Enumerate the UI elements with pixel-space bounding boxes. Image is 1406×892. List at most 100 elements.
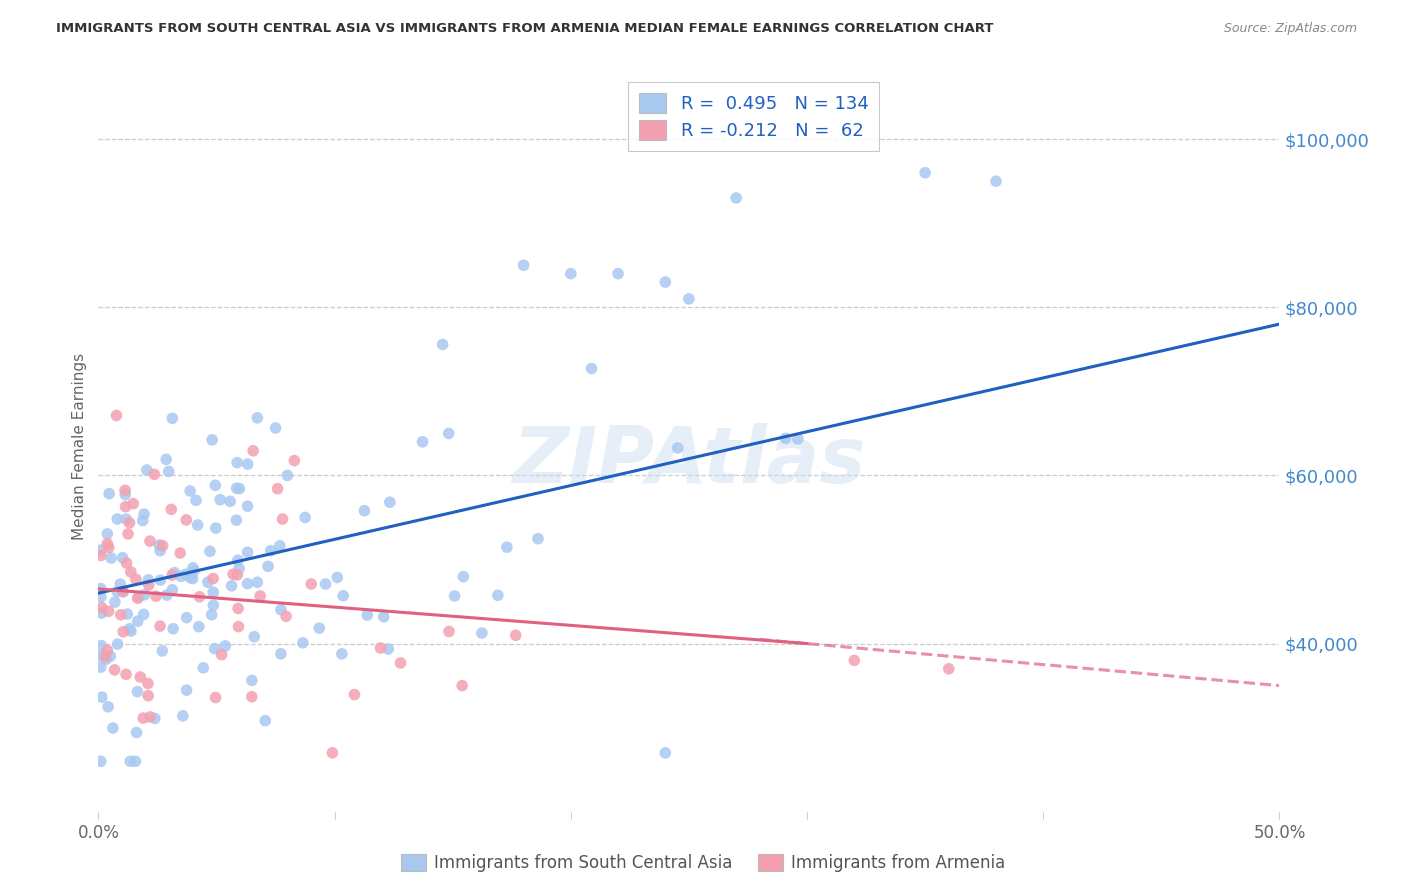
Point bbox=[117, 527, 139, 541]
Point bbox=[202, 572, 225, 586]
Point bbox=[90, 549, 112, 563]
Point bbox=[242, 443, 264, 458]
Point bbox=[496, 540, 519, 554]
Point bbox=[105, 409, 128, 423]
Point bbox=[270, 603, 292, 617]
Point bbox=[276, 468, 298, 483]
Point bbox=[226, 553, 249, 567]
Point bbox=[214, 639, 236, 653]
Point bbox=[136, 676, 159, 690]
Point bbox=[236, 499, 259, 513]
Point bbox=[118, 516, 141, 530]
Point bbox=[118, 622, 141, 636]
Point bbox=[127, 591, 149, 606]
Point bbox=[353, 504, 375, 518]
Point bbox=[98, 486, 121, 500]
Point bbox=[90, 754, 112, 768]
Point bbox=[97, 541, 120, 555]
Point bbox=[343, 688, 366, 702]
Point bbox=[96, 536, 118, 550]
Point bbox=[257, 559, 280, 574]
Point bbox=[505, 628, 527, 642]
Point bbox=[283, 453, 305, 467]
Point bbox=[129, 670, 152, 684]
Point bbox=[204, 478, 226, 492]
Point bbox=[96, 643, 118, 657]
Point bbox=[181, 572, 204, 586]
Point bbox=[654, 746, 676, 760]
Point bbox=[143, 467, 166, 482]
Point bbox=[315, 577, 337, 591]
Point bbox=[222, 567, 245, 582]
Point bbox=[105, 512, 128, 526]
Point bbox=[246, 575, 269, 590]
Point bbox=[128, 590, 150, 604]
Point bbox=[162, 582, 184, 597]
Point bbox=[370, 640, 392, 655]
Point bbox=[201, 433, 224, 447]
Point bbox=[666, 441, 689, 455]
Text: ZIPAtlas: ZIPAtlas bbox=[512, 423, 866, 499]
Point bbox=[145, 589, 167, 603]
Point bbox=[914, 166, 936, 180]
Point bbox=[678, 292, 700, 306]
Point bbox=[377, 642, 399, 657]
Point bbox=[512, 258, 534, 272]
Point bbox=[163, 566, 186, 580]
Point bbox=[437, 426, 460, 441]
Text: Source: ZipAtlas.com: Source: ZipAtlas.com bbox=[1223, 22, 1357, 36]
Point bbox=[110, 577, 132, 591]
Point bbox=[254, 714, 277, 728]
Point bbox=[172, 709, 194, 723]
Point bbox=[104, 663, 127, 677]
Y-axis label: Median Female Earnings: Median Female Earnings bbox=[72, 352, 87, 540]
Point bbox=[188, 590, 211, 604]
Point bbox=[127, 684, 149, 698]
Point bbox=[174, 567, 197, 582]
Point bbox=[132, 711, 155, 725]
Point bbox=[246, 410, 269, 425]
Point bbox=[162, 622, 184, 636]
Point bbox=[193, 661, 215, 675]
Point bbox=[204, 690, 226, 705]
Point bbox=[356, 608, 378, 623]
Point bbox=[373, 609, 395, 624]
Point bbox=[90, 543, 112, 558]
Point bbox=[111, 584, 134, 599]
Point bbox=[560, 267, 582, 281]
Point bbox=[225, 513, 247, 527]
Point bbox=[90, 600, 112, 615]
Point bbox=[111, 550, 134, 565]
Point bbox=[389, 656, 412, 670]
Point bbox=[202, 599, 225, 613]
Point bbox=[124, 754, 146, 768]
Point bbox=[134, 588, 156, 602]
Point bbox=[112, 624, 135, 639]
Point bbox=[90, 606, 112, 620]
Point bbox=[162, 411, 184, 425]
Point bbox=[291, 636, 314, 650]
Point bbox=[120, 565, 142, 579]
Point bbox=[332, 589, 354, 603]
Point bbox=[97, 604, 120, 618]
Point bbox=[90, 639, 112, 653]
Text: IMMIGRANTS FROM SOUTH CENTRAL ASIA VS IMMIGRANTS FROM ARMENIA MEDIAN FEMALE EARN: IMMIGRANTS FROM SOUTH CENTRAL ASIA VS IM… bbox=[56, 22, 994, 36]
Point bbox=[138, 578, 160, 592]
Point bbox=[226, 601, 249, 615]
Point bbox=[132, 507, 155, 521]
Point bbox=[96, 527, 118, 541]
Point bbox=[205, 521, 228, 535]
Point bbox=[228, 619, 250, 633]
Point bbox=[122, 497, 145, 511]
Point bbox=[274, 609, 297, 624]
Point bbox=[451, 679, 474, 693]
Point bbox=[157, 465, 180, 479]
Point bbox=[228, 561, 250, 575]
Point bbox=[96, 652, 118, 666]
Point bbox=[236, 457, 259, 471]
Point bbox=[149, 619, 172, 633]
Point bbox=[201, 607, 224, 622]
Point bbox=[115, 667, 138, 681]
Point bbox=[127, 614, 149, 628]
Point bbox=[139, 534, 162, 549]
